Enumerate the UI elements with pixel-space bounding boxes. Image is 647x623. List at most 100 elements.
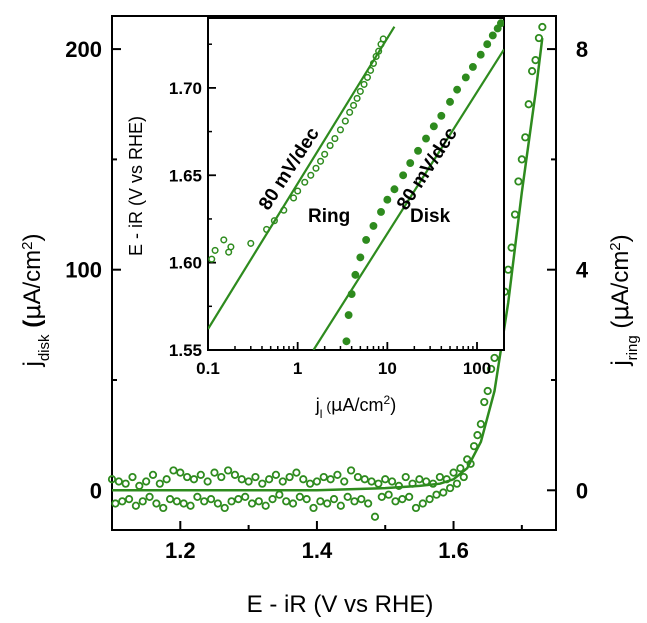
inset-ring-point	[317, 157, 325, 165]
main-data-point	[432, 490, 441, 499]
main-data-point	[299, 475, 308, 484]
inset-disk-point	[383, 195, 392, 204]
main-data-point	[329, 495, 339, 504]
main-data-point	[244, 477, 253, 486]
main-data-point	[271, 470, 281, 479]
x-tick-label: 1.6	[438, 538, 469, 563]
main-data-point	[521, 133, 530, 142]
inset-disk-point	[356, 253, 365, 262]
inset-y-tick-label: 1.65	[169, 166, 202, 185]
y-right-tick-label: 0	[576, 478, 588, 503]
main-data-point	[316, 497, 325, 506]
inset-disk-point	[390, 185, 399, 194]
main-data-point	[398, 495, 407, 504]
inset-disk-point	[399, 171, 408, 180]
inset-disk-point	[468, 62, 477, 71]
main-data-point	[517, 155, 526, 164]
main-data-point	[206, 495, 216, 504]
main-data-point	[183, 472, 192, 482]
main-data-point	[449, 468, 458, 477]
main-data-point	[169, 466, 178, 475]
main-data-point	[391, 497, 400, 506]
main-data-point	[258, 479, 267, 488]
main-data-point	[213, 499, 222, 508]
main-data-point	[179, 499, 188, 508]
inset-ring-point	[247, 239, 255, 247]
main-data-point	[159, 503, 168, 513]
main-data-point	[162, 475, 171, 484]
main-data-point	[405, 492, 414, 502]
main-data-point	[227, 497, 236, 506]
main-data-point	[145, 492, 154, 502]
main-data-point	[142, 477, 151, 486]
main-data-point	[200, 497, 209, 506]
main-data-point	[452, 479, 462, 488]
main-data-point	[288, 499, 298, 508]
inset-ring-point	[353, 94, 361, 102]
inset-ring-point	[336, 126, 345, 134]
main-data-point	[490, 353, 499, 363]
inset-ticks: 0.1 1 10 100 1.55 1.60 1.65 1.70	[169, 43, 505, 378]
main-data-point	[319, 472, 328, 482]
inset-ring-point	[220, 236, 228, 244]
main-data-point	[401, 472, 410, 482]
inset-ring-point	[290, 194, 298, 202]
main-data-point	[323, 499, 332, 508]
main-data-point	[114, 477, 123, 486]
main-data-point	[425, 495, 434, 504]
inset-disk-point	[476, 50, 485, 59]
main-data-point	[131, 501, 141, 510]
main-data-point	[268, 495, 277, 504]
main-data-point	[343, 492, 352, 502]
main-data-point	[128, 472, 137, 482]
main-data-point	[387, 477, 397, 486]
inset-disk-point	[422, 134, 430, 143]
inset-ring-point	[312, 164, 320, 172]
main-data-point	[309, 503, 318, 513]
main-data-point	[312, 477, 322, 486]
main-data-point	[152, 499, 161, 508]
main-data-point	[357, 495, 366, 504]
disk-label: Disk	[410, 206, 451, 227]
main-data-point	[353, 472, 363, 482]
inset-disk-point	[362, 235, 371, 244]
main-fit-line	[112, 37, 544, 492]
main-data-point	[514, 177, 523, 186]
main-data-point	[360, 475, 369, 484]
inset-ring-point	[341, 117, 349, 125]
main-data-point	[241, 492, 250, 502]
main-data-point	[285, 472, 294, 482]
inset-ring-point	[294, 187, 302, 195]
main-data-point	[377, 492, 386, 502]
inset-ring-point	[350, 101, 358, 109]
inset-x-axis-title: jl (μA/cm2)	[315, 393, 396, 421]
main-data-point	[186, 501, 195, 510]
main-data-point	[193, 492, 202, 502]
x-axis-title: E - iR (V vs RHE)	[247, 591, 434, 618]
main-data-point	[446, 483, 455, 493]
inset-disk-point	[461, 73, 470, 82]
inset-ring-point	[363, 73, 371, 81]
inset-disk-point	[453, 85, 462, 94]
main-data-point	[302, 495, 311, 504]
main-data-point	[374, 479, 383, 488]
y-axis-title-right: jring (μA/cm2)	[606, 234, 641, 366]
main-data-point	[538, 22, 547, 32]
inset-disk-point	[369, 221, 378, 230]
inset-disk-point	[497, 19, 504, 28]
inset-disk-point	[483, 40, 492, 49]
inset-ring-point	[326, 142, 334, 150]
inset-ring-point	[208, 255, 216, 263]
main-data-point	[370, 512, 380, 521]
main-data-point	[435, 472, 444, 482]
inset-y-tick-label: 1.60	[169, 254, 202, 273]
inset-disk-point	[488, 31, 497, 40]
inset-ring-point	[211, 246, 219, 254]
main-data-point	[456, 464, 465, 473]
inset-x-tick-label: 10	[378, 359, 397, 378]
inset-disk-point	[344, 311, 353, 320]
inset-y-axis-title: E - iR (V vs RHE)	[126, 116, 146, 256]
main-data-point	[476, 420, 485, 429]
inset-ring-point	[227, 243, 235, 251]
